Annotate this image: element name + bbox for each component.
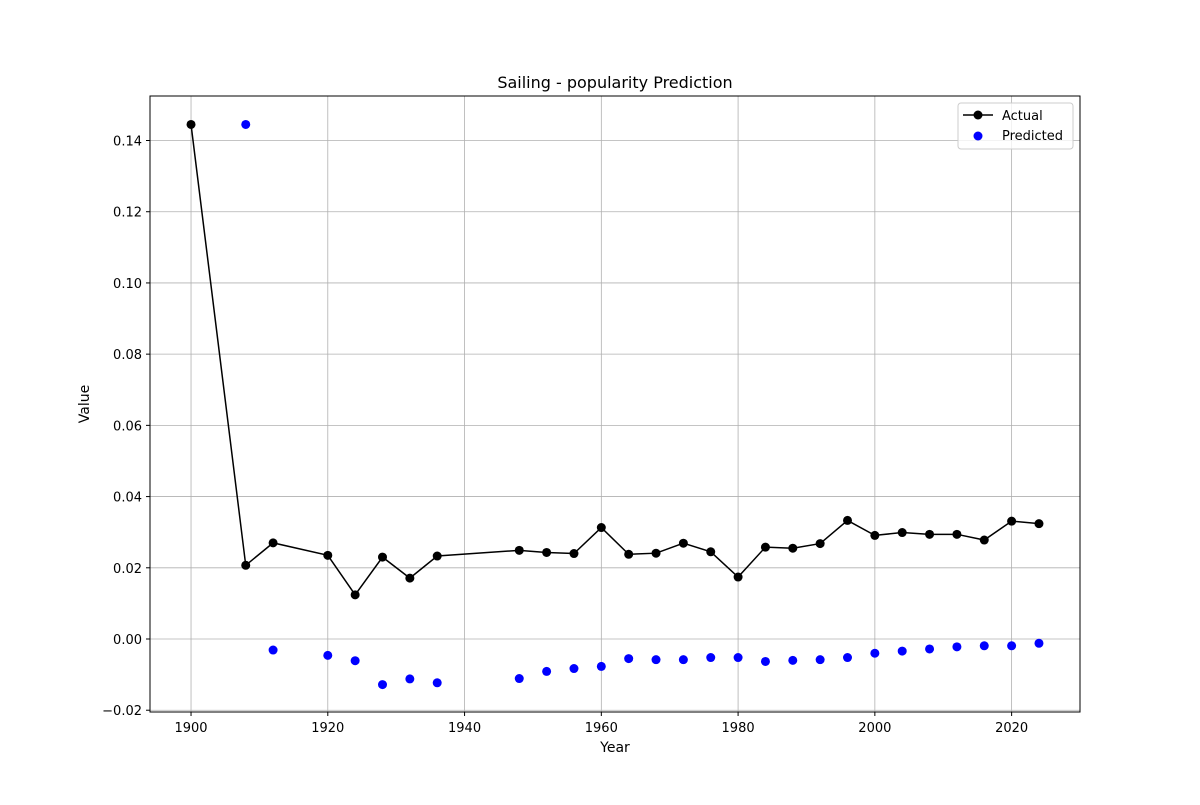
predicted-point (1034, 638, 1044, 648)
predicted-point (432, 678, 442, 688)
actual-point (405, 573, 415, 583)
predicted-point (706, 653, 716, 663)
legend-actual-marker (973, 110, 983, 120)
x-axis-ticks: 1900 1920 1940 1960 1980 2000 2020 (174, 712, 1028, 736)
y-tick-label: 0.02 (113, 562, 142, 577)
x-axis-label: Year (599, 740, 630, 756)
actual-series (186, 119, 1044, 600)
actual-line (190, 124, 1040, 597)
x-tick-label: 1940 (448, 721, 481, 736)
actual-point (596, 523, 606, 533)
predicted-point (542, 666, 552, 676)
predicted-point (323, 650, 333, 660)
actual-point (815, 539, 825, 549)
x-tick-label: 2000 (858, 721, 891, 736)
predicted-point (569, 664, 579, 674)
y-tick-label: 0.14 (113, 135, 142, 150)
y-axis-label: Value (77, 385, 93, 423)
actual-point (952, 529, 962, 539)
actual-point (651, 548, 661, 558)
grid-lines (150, 96, 1080, 712)
predicted-point (870, 648, 880, 658)
x-tick-label: 2020 (995, 721, 1028, 736)
actual-point (268, 538, 278, 548)
y-tick-label: 0.06 (113, 419, 142, 434)
actual-point (323, 550, 333, 560)
actual-point (870, 530, 880, 540)
legend-actual-label: Actual (1002, 109, 1043, 124)
predicted-point (678, 655, 688, 665)
actual-point (678, 538, 688, 548)
predicted-point (350, 656, 360, 666)
actual-point (843, 515, 852, 525)
legend-predicted-marker (973, 131, 983, 141)
legend: Actual Predicted (957, 102, 1074, 150)
predicted-point (843, 653, 852, 663)
actual-point (542, 547, 552, 557)
predicted-point (815, 655, 825, 665)
actual-point (706, 547, 716, 557)
chart-title: Sailing - popularity Prediction (497, 73, 732, 92)
actual-point (925, 529, 935, 539)
predicted-point (979, 641, 989, 651)
actual-point (514, 545, 524, 555)
actual-point (186, 119, 196, 129)
plot-series (186, 119, 1044, 690)
actual-point (350, 590, 360, 600)
x-tick-label: 1980 (722, 721, 755, 736)
predicted-point (651, 655, 661, 665)
predicted-point (760, 656, 770, 666)
y-tick-label: 0.08 (113, 348, 142, 363)
actual-point (979, 535, 989, 545)
x-tick-label: 1960 (585, 721, 618, 736)
actual-point (733, 572, 743, 582)
actual-point (624, 549, 634, 559)
y-tick-label: 0.12 (113, 206, 142, 221)
actual-point (1034, 519, 1044, 529)
legend-predicted-label: Predicted (1002, 129, 1063, 144)
actual-point (241, 560, 251, 570)
predicted-series (241, 119, 1044, 690)
actual-point (1007, 516, 1017, 526)
actual-point (432, 551, 442, 561)
actual-point (788, 543, 798, 553)
predicted-point (624, 654, 634, 664)
plot-area-frame (149, 95, 1081, 713)
predicted-point (1007, 641, 1017, 651)
y-tick-label: 0.04 (113, 491, 142, 506)
predicted-point (514, 674, 524, 684)
y-tick-label: 0.00 (113, 633, 142, 648)
predicted-point (897, 646, 907, 656)
predicted-point (268, 645, 278, 655)
predicted-point (596, 661, 606, 671)
actual-point (569, 549, 579, 559)
x-tick-label: 1900 (174, 721, 207, 736)
predicted-point (925, 644, 935, 654)
predicted-point (378, 680, 387, 690)
predicted-point (788, 655, 798, 665)
predicted-point (952, 642, 962, 652)
predicted-point (733, 653, 743, 663)
predicted-point (241, 119, 251, 129)
actual-point (897, 528, 907, 538)
actual-point (760, 542, 770, 552)
x-tick-label: 1920 (311, 721, 344, 736)
y-tick-label: −0.02 (102, 704, 142, 719)
y-axis-ticks: −0.02 0.00 0.02 0.04 0.06 0.08 0.10 0.12 0.14 (102, 135, 150, 719)
y-tick-label: 0.10 (113, 277, 142, 292)
predicted-point (405, 674, 415, 684)
actual-point (378, 552, 387, 562)
